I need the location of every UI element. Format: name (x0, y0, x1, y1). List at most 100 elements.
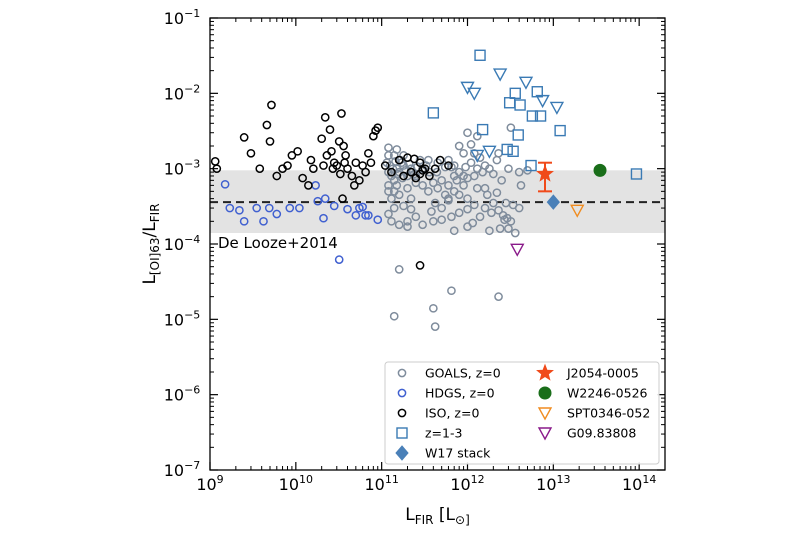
goals-z-0-point (449, 226, 459, 236)
legend-marker-w2246-0526 (538, 386, 552, 400)
iso-z-0-point (317, 134, 327, 144)
goals-z-0-point (433, 183, 443, 193)
hdgs-z-0-point (285, 203, 295, 213)
goals-z-0-point (406, 204, 416, 214)
goals-z-0-point (394, 190, 404, 200)
hdgs-z-0-point (351, 211, 361, 220)
iso-z-0-point (309, 164, 318, 174)
hdgs-z-0-point (225, 203, 235, 213)
goals-z-0-point (506, 216, 516, 226)
goals-z-0-point (480, 183, 490, 193)
hdgs-z-0-point (343, 204, 352, 214)
x-tick-label: 1013 (536, 473, 570, 494)
upper-limit-point (535, 94, 550, 109)
goals-z-0-point (504, 164, 513, 174)
hdgs-z-0-point (334, 255, 344, 264)
j2054-0005-point (536, 164, 554, 182)
z-1-3-point (514, 99, 526, 111)
iso-z-0-point (334, 137, 344, 146)
iso-z-0-point (335, 169, 345, 179)
goals-z-0-point (394, 265, 404, 274)
legend-label-z-1-3: z=1-3 (425, 426, 462, 441)
iso-z-0-point (298, 173, 307, 183)
goals-z-0-point (384, 186, 393, 196)
goals-z-0-point (466, 158, 476, 168)
iso-z-0-point (212, 164, 222, 174)
iso-z-0-point (435, 155, 445, 165)
goals-z-0-point (480, 161, 490, 170)
iso-z-0-point (347, 171, 357, 181)
z-1-3-point (427, 107, 440, 119)
iso-z-0-point (430, 164, 440, 174)
iso-z-0-point (355, 175, 364, 185)
goals-z-0-point (392, 181, 402, 190)
iso-z-0-point (325, 125, 335, 134)
y-tick-label: 10−1 (164, 7, 201, 28)
goals-z-0-point (488, 169, 498, 179)
upper-limit-point (482, 145, 497, 159)
legend-marker-j2054-0005 (536, 363, 554, 381)
legend-label-w2246-0526: W2246-0526 (567, 386, 648, 401)
z-1-3-point (476, 123, 489, 136)
goals-z-0-point (454, 141, 464, 151)
z-1-3-point (509, 87, 521, 100)
z-1-3-point (554, 124, 566, 137)
goals-z-0-point (510, 228, 520, 238)
hdgs-z-0-point (220, 179, 230, 189)
iso-z-0-point (319, 161, 328, 170)
goals-z-0-point (487, 208, 496, 218)
iso-z-0-point (293, 146, 303, 156)
y-tick-label: 10−7 (164, 459, 201, 480)
legend-marker-g09-83808 (537, 427, 553, 441)
iso-z-0-point (364, 148, 373, 158)
goals-z-0-point (463, 128, 472, 138)
upper-limit-point (467, 87, 482, 101)
goals-z-0-point (466, 140, 476, 149)
goals-z-0-point (459, 181, 468, 190)
goals-z-0-point (418, 220, 427, 230)
goals-z-0-point (472, 164, 482, 174)
goals-z-0-point (488, 198, 498, 208)
iso-z-0-point (425, 171, 434, 181)
z-1-3-point (507, 145, 519, 158)
iso-z-0-point (338, 194, 347, 203)
goals-z-0-point (427, 207, 436, 216)
upper-limit-point (549, 101, 565, 115)
goals-z-0-point (437, 175, 447, 185)
iso-z-0-point (287, 151, 297, 160)
goals-z-0-point (468, 218, 478, 228)
y-tick-label: 10−6 (164, 384, 201, 405)
goals-z-0-point (461, 162, 470, 172)
hdgs-z-0-point (252, 203, 262, 213)
iso-z-0-point (337, 109, 346, 118)
hdgs-z-0-point (355, 203, 364, 213)
goals-z-0-point (428, 216, 438, 226)
z-1-3-point (526, 110, 539, 122)
hdgs-z-0-point (313, 196, 323, 206)
goals-z-0-point (394, 220, 404, 230)
goals-z-0-point (452, 175, 462, 185)
iso-z-0-point (373, 123, 383, 133)
goals-z-0-point (447, 286, 456, 296)
iso-z-0-point (399, 171, 408, 181)
upper-limit-point (470, 149, 485, 163)
goals-z-0-point (424, 186, 433, 196)
hdgs-z-0-point (235, 205, 244, 215)
goals-z-0-point (411, 212, 421, 222)
goals-z-0-point (428, 303, 438, 313)
goals-z-0-point (506, 123, 516, 133)
spt0346-052-point (570, 204, 585, 218)
z-1-3-point (534, 110, 547, 122)
goals-z-0-point (514, 167, 524, 177)
hdgs-z-0-point (264, 203, 274, 213)
x-tick-label: 1011 (364, 473, 398, 494)
goals-z-0-point (444, 195, 453, 205)
iso-z-0-point (239, 133, 249, 142)
goals-z-0-point (459, 171, 468, 181)
goals-z-0-point (389, 311, 399, 321)
goals-z-0-point (389, 175, 399, 185)
iso-z-0-point (366, 158, 376, 168)
goals-z-0-point (469, 200, 479, 210)
x-tick-label: 109 (196, 473, 223, 494)
goals-z-0-point (463, 194, 472, 203)
